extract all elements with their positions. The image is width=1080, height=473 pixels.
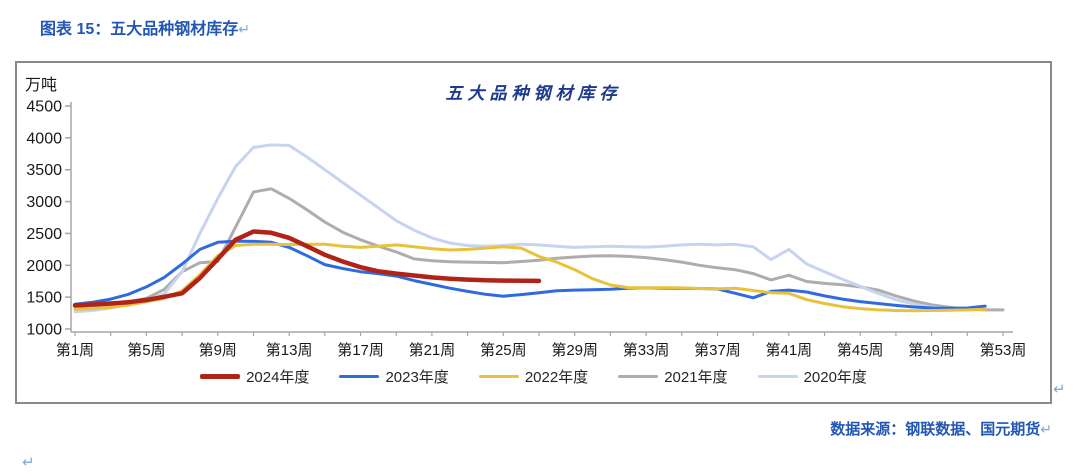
y-tick-label: 2000 [26, 258, 62, 275]
x-tick-label: 第9周 [199, 341, 237, 359]
x-tick-label: 第41周 [766, 341, 813, 359]
y-tick-label: 1000 [26, 322, 62, 339]
legend-line-swatch [618, 374, 659, 379]
x-tick-label: 第33周 [623, 341, 670, 359]
x-tick-label: 第21周 [409, 341, 456, 359]
data-source-caption: 数据来源：钢联数据、国元期货↵ [830, 418, 1052, 439]
chart-frame: 1000 1500 2000 2500 3000 3500 4000 4500 第1周 第5周 第9… [15, 61, 1052, 404]
chart-legend: 2024年度 2023年度 2022年度 2021年度 2020年度 [17, 366, 1050, 387]
y-tick-label: 4000 [26, 130, 62, 147]
legend-line-swatch [339, 374, 380, 379]
paragraph-mark-icon: ↵ [1040, 421, 1052, 437]
y-axis-unit-label: 万吨 [25, 77, 58, 94]
legend-item-2023年度: 2023年度 [339, 366, 449, 387]
legend-line-swatch [200, 374, 241, 379]
series-line-2020年度 [73, 143, 951, 314]
y-tick-label: 1500 [26, 290, 62, 307]
legend-label: 2022年度 [524, 369, 589, 386]
paragraph-mark-icon: ↵ [22, 454, 35, 471]
x-tick-label: 第13周 [266, 341, 313, 359]
paragraph-mark-icon: ↵ [1053, 381, 1066, 398]
legend-label: 2023年度 [385, 369, 449, 386]
x-tick-label: 第49周 [908, 341, 955, 359]
y-tick-label: 3500 [26, 162, 62, 179]
legend-label: 2020年度 [803, 369, 867, 386]
series-line-2024年度 [72, 229, 542, 308]
y-tick-label: 3000 [26, 194, 62, 211]
x-tick-label: 第37周 [694, 341, 741, 359]
legend-label: 2021年度 [664, 369, 728, 386]
figure-caption-text: 图表 15：五大品种钢材库存 [40, 21, 239, 38]
data-source-text: 数据来源：钢联数据、国元期货 [830, 421, 1041, 438]
legend-item-2024年度: 2024年度 [200, 366, 309, 387]
paragraph-mark-icon: ↵ [238, 21, 250, 37]
x-tick-label: 第25周 [480, 341, 527, 359]
x-tick-label: 第1周 [56, 341, 94, 359]
series-line-2021年度 [73, 187, 1005, 312]
series-line-2023年度 [73, 239, 987, 310]
legend-label: 2024年度 [246, 369, 310, 386]
legend-line-swatch [757, 374, 798, 379]
legend-item-2021年度: 2021年度 [618, 366, 728, 387]
x-tick-label: 第45周 [837, 341, 884, 359]
x-tick-label: 第53周 [980, 341, 1027, 359]
legend-item-2022年度: 2022年度 [478, 366, 589, 387]
figure-caption: 图表 15：五大品种钢材库存↵ [40, 15, 250, 39]
x-tick-label: 第17周 [337, 341, 384, 359]
y-tick-label: 4500 [26, 99, 62, 116]
x-tick-label: 第5周 [127, 341, 165, 359]
chart-title: 五大品种钢材库存 [445, 84, 622, 104]
legend-line-swatch [478, 374, 519, 379]
x-tick-label: 第29周 [551, 341, 598, 359]
legend-item-2020年度: 2020年度 [757, 366, 867, 387]
inventory-line-chart: 1000 1500 2000 2500 3000 3500 4000 4500 第1周 第5周 第9… [26, 99, 1027, 360]
y-tick-label: 2500 [26, 226, 62, 243]
